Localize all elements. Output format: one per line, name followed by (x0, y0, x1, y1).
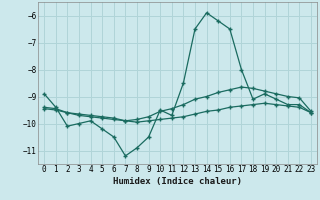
X-axis label: Humidex (Indice chaleur): Humidex (Indice chaleur) (113, 177, 242, 186)
